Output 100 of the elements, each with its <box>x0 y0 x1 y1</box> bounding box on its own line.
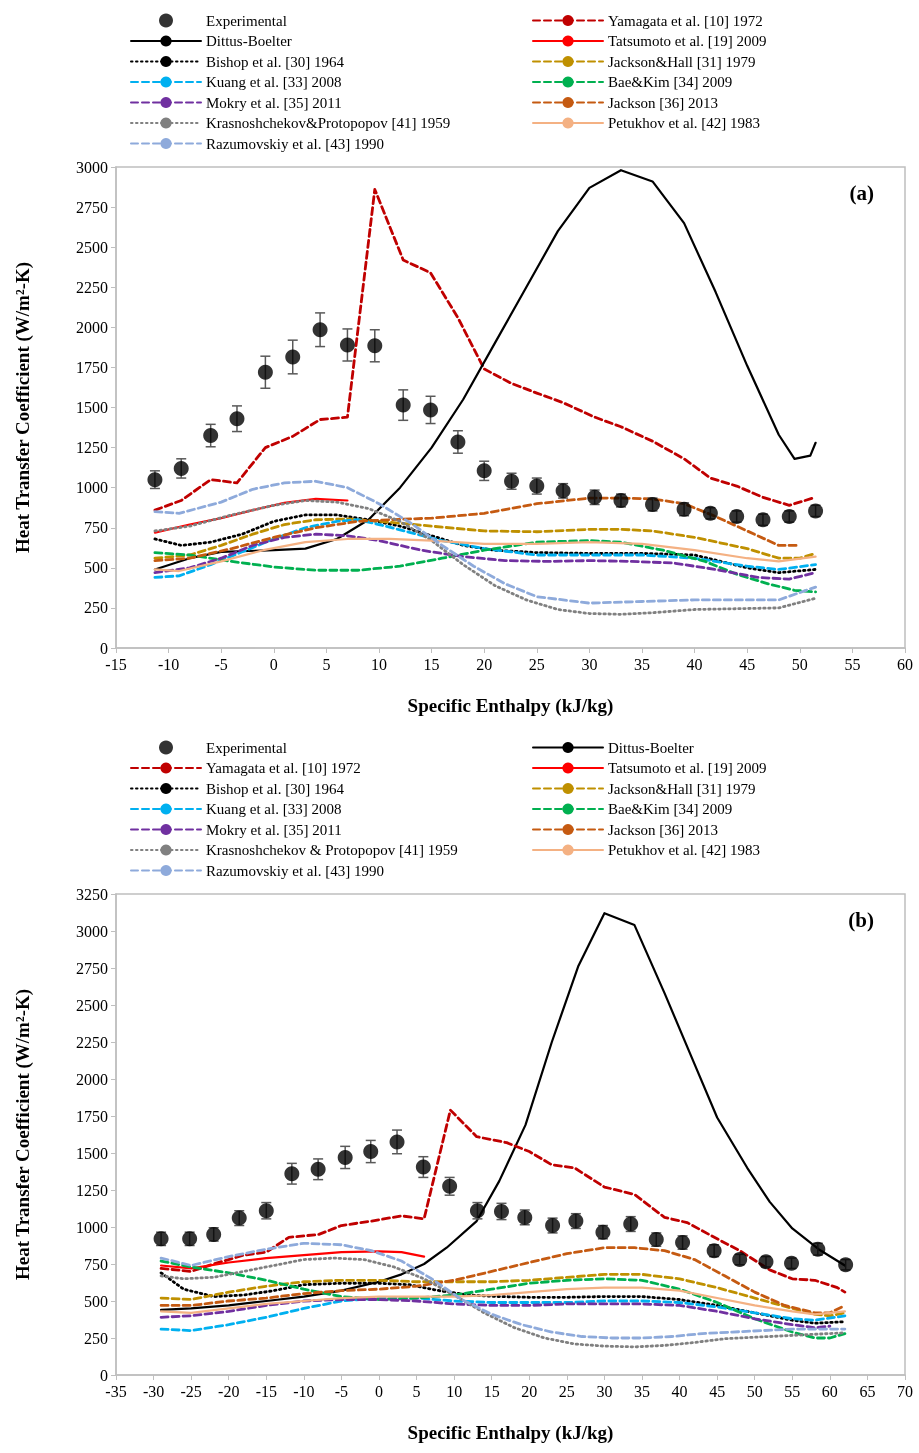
y-tick-label: 1750 <box>76 358 108 376</box>
x-tick-label: -30 <box>142 1382 165 1400</box>
legend-label: Krasnoshchekov&Protopopov [41] 1959 <box>206 115 451 131</box>
x-tick-label: 30 <box>581 655 598 673</box>
y-tick-label: 2500 <box>76 996 108 1014</box>
x-tick-label: 5 <box>322 655 331 673</box>
y-tick-label: 2750 <box>76 198 108 216</box>
y-tick-label: 3250 <box>76 885 108 903</box>
y-tick-label: 2250 <box>76 278 108 296</box>
x-tick-label: -10 <box>293 1382 315 1400</box>
x-axis-title: Specific Enthalpy (kJ/kg) <box>407 1422 614 1444</box>
y-tick-label: 0 <box>100 639 108 657</box>
legend-label: Kuang et al. [33] 2008 <box>206 74 342 90</box>
x-tick-label: 15 <box>483 1382 500 1400</box>
x-axis-title: Specific Enthalpy (kJ/kg) <box>407 695 614 717</box>
y-tick-label: 3000 <box>76 158 108 176</box>
x-tick-label: 60 <box>897 655 913 673</box>
point <box>367 338 383 354</box>
y-tick-label: 500 <box>84 1292 108 1310</box>
x-tick-label: -35 <box>105 1382 127 1400</box>
x-tick-label: 45 <box>709 1382 726 1400</box>
x-tick-label: 20 <box>476 655 493 673</box>
x-tick-label: 70 <box>897 1382 913 1400</box>
x-tick-label: 25 <box>528 655 545 673</box>
y-tick-label: 1500 <box>76 1144 108 1162</box>
point <box>257 364 273 380</box>
y-tick-label: 2000 <box>76 318 108 336</box>
x-tick-label: 25 <box>558 1382 575 1400</box>
y-tick-label: 750 <box>84 519 108 537</box>
x-tick-label: 10 <box>371 655 387 673</box>
x-tick-label: -5 <box>334 1382 349 1400</box>
x-tick-label: 65 <box>859 1382 876 1400</box>
x-tick-label: 0 <box>269 655 278 673</box>
point <box>339 337 355 353</box>
line-series <box>153 479 817 605</box>
legend-label: Mokry et al. [35] 2011 <box>206 94 342 111</box>
point <box>395 397 411 413</box>
line-series <box>153 539 817 594</box>
x-tick-label: 55 <box>784 1382 801 1400</box>
line-series <box>153 532 817 581</box>
line-series <box>159 1108 847 1294</box>
legend-label: Bishop et al. [30] 1964 <box>206 780 345 797</box>
point <box>284 1166 300 1182</box>
legend-label: Experimental <box>206 12 287 29</box>
line-series <box>153 517 817 560</box>
legend-label: Tatsumoto et al. [19] 2009 <box>608 33 767 49</box>
x-tick-label: -15 <box>255 1382 277 1400</box>
legend-label: Yamagata et al. [10] 1972 <box>608 12 763 29</box>
y-tick-label: 3000 <box>76 922 108 940</box>
point <box>312 322 328 338</box>
y-tick-label: 250 <box>84 1329 108 1347</box>
legend-label: Kuang et al. [33] 2008 <box>206 801 342 817</box>
x-tick-label: 0 <box>375 1382 383 1400</box>
legend-label: Experimental <box>206 739 287 756</box>
y-tick-label: 0 <box>100 1366 108 1384</box>
legend-label: Petukhov et al. [42] 1983 <box>608 842 761 858</box>
y-tick-label: 1500 <box>76 399 108 416</box>
x-tick-label: 10 <box>446 1382 463 1400</box>
line-series <box>159 1241 847 1340</box>
y-tick-label: 1250 <box>76 1181 108 1199</box>
y-tick-label: 1000 <box>76 1218 108 1236</box>
x-tick-label: 45 <box>739 655 756 673</box>
point <box>389 1134 405 1150</box>
legend-label: Yamagata et al. [10] 1972 <box>206 760 361 776</box>
y-tick-label: 2000 <box>76 1070 108 1088</box>
point <box>310 1161 326 1177</box>
y-tick-label: 750 <box>84 1255 108 1273</box>
legend-label: Jackson&Hall [31] 1979 <box>608 780 756 797</box>
legend-label: Dittus-Boelter <box>608 739 694 756</box>
legend-label: Razumovskiy et al. [43] 1990 <box>206 135 384 152</box>
y-axis-title: Heat Transfer Coefficient (W/m²-K) <box>12 988 34 1281</box>
y-tick-label: 500 <box>84 559 108 577</box>
x-tick-label: 5 <box>412 1382 421 1400</box>
x-tick-label: 15 <box>423 655 440 673</box>
line-series <box>159 1250 426 1270</box>
point <box>203 428 219 444</box>
legend-label: Jackson [36] 2013 <box>608 821 718 838</box>
legend-label: Jackson [36] 2013 <box>608 94 718 111</box>
point <box>450 434 466 450</box>
line-series <box>153 497 349 534</box>
y-tick-label: 2500 <box>76 238 108 256</box>
x-tick-label: -10 <box>157 655 180 673</box>
x-tick-label: 40 <box>671 1382 688 1400</box>
legend-label: Bishop et al. [30] 1964 <box>206 53 345 70</box>
point <box>363 1144 379 1160</box>
y-tick-label: 1000 <box>76 479 108 497</box>
text: (a) <box>849 180 875 205</box>
legend-label: Mokry et al. [35] 2011 <box>206 821 342 838</box>
legend-label: Bae&Kim [34] 2009 <box>608 74 733 90</box>
x-tick-label: 40 <box>686 655 703 673</box>
x-tick-label: -20 <box>218 1382 240 1400</box>
y-tick-label: 1750 <box>76 1107 108 1125</box>
line-series <box>153 499 817 616</box>
legend-label: Krasnoshchekov & Protopopov [41] 1959 <box>206 842 458 858</box>
legend-label: Petukhov et al. [42] 1983 <box>608 115 761 131</box>
x-tick-label: 30 <box>596 1382 613 1400</box>
text: (b) <box>848 907 875 932</box>
legend-label: Razumovskiy et al. [43] 1990 <box>206 862 384 879</box>
y-tick-label: 2750 <box>76 959 108 977</box>
x-tick-label: 35 <box>634 1382 650 1400</box>
